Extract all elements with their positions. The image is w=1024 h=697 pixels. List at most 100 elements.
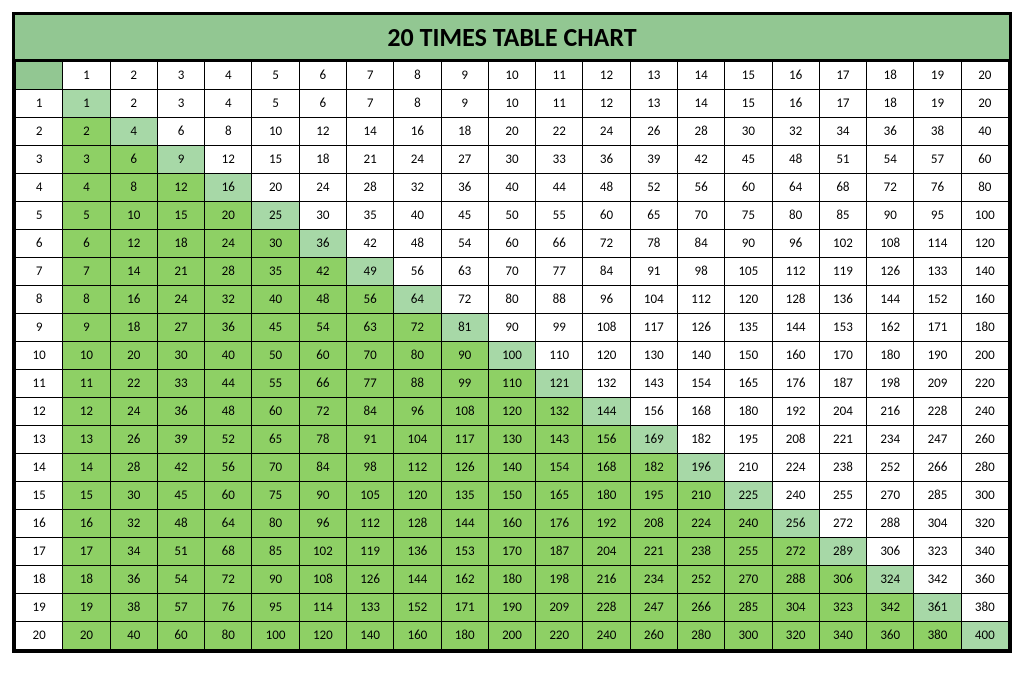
table-cell: 200	[961, 342, 1008, 370]
table-cell: 38	[110, 594, 157, 622]
table-cell: 180	[725, 398, 772, 426]
table-cell: 64	[772, 174, 819, 202]
table-cell: 84	[583, 258, 630, 286]
table-cell: 36	[157, 398, 204, 426]
table-cell: 28	[346, 174, 393, 202]
table-cell: 64	[205, 510, 252, 538]
table-cell: 104	[630, 286, 677, 314]
table-cell: 5	[252, 90, 299, 118]
corner-cell	[16, 62, 63, 90]
table-cell: 96	[772, 230, 819, 258]
table-cell: 26	[630, 118, 677, 146]
table-cell: 144	[441, 510, 488, 538]
table-cell: 380	[914, 622, 961, 650]
table-cell: 119	[819, 258, 866, 286]
table-cell: 260	[961, 426, 1008, 454]
row-header: 17	[16, 538, 63, 566]
table-cell: 110	[488, 370, 535, 398]
table-cell: 272	[819, 510, 866, 538]
table-cell: 136	[394, 538, 441, 566]
table-cell: 100	[961, 202, 1008, 230]
row-header: 19	[16, 594, 63, 622]
table-cell: 135	[441, 482, 488, 510]
table-cell: 150	[725, 342, 772, 370]
table-cell: 95	[914, 202, 961, 230]
table-cell: 36	[583, 146, 630, 174]
table-cell: 45	[441, 202, 488, 230]
table-cell: 34	[110, 538, 157, 566]
table-cell: 24	[205, 230, 252, 258]
table-cell: 210	[677, 482, 724, 510]
table-cell: 14	[63, 454, 110, 482]
table-cell: 17	[819, 90, 866, 118]
row-header: 2	[16, 118, 63, 146]
table-cell: 204	[819, 398, 866, 426]
table-cell: 76	[205, 594, 252, 622]
table-cell: 32	[205, 286, 252, 314]
table-cell: 4	[110, 118, 157, 146]
table-cell: 16	[110, 286, 157, 314]
table-cell: 120	[488, 398, 535, 426]
col-header: 19	[914, 62, 961, 90]
table-cell: 228	[583, 594, 630, 622]
table-cell: 20	[110, 342, 157, 370]
table-cell: 165	[725, 370, 772, 398]
table-cell: 320	[961, 510, 1008, 538]
table-cell: 6	[63, 230, 110, 258]
table-cell: 168	[583, 454, 630, 482]
table-cell: 84	[299, 454, 346, 482]
table-cell: 49	[346, 258, 393, 286]
multiplication-table: 1234567891011121314151617181920112345678…	[15, 61, 1009, 650]
table-cell: 14	[110, 258, 157, 286]
table-cell: 144	[583, 398, 630, 426]
table-cell: 30	[299, 202, 346, 230]
table-cell: 340	[819, 622, 866, 650]
table-cell: 136	[819, 286, 866, 314]
table-cell: 98	[677, 258, 724, 286]
table-cell: 128	[772, 286, 819, 314]
row-header: 12	[16, 398, 63, 426]
table-cell: 28	[677, 118, 724, 146]
table-cell: 45	[252, 314, 299, 342]
table-cell: 133	[914, 258, 961, 286]
table-cell: 320	[772, 622, 819, 650]
table-cell: 99	[441, 370, 488, 398]
table-cell: 156	[630, 398, 677, 426]
table-cell: 156	[583, 426, 630, 454]
table-cell: 16	[772, 90, 819, 118]
table-cell: 160	[394, 622, 441, 650]
table-cell: 24	[583, 118, 630, 146]
table-cell: 18	[63, 566, 110, 594]
table-cell: 152	[914, 286, 961, 314]
table-cell: 228	[914, 398, 961, 426]
table-cell: 45	[725, 146, 772, 174]
table-cell: 224	[772, 454, 819, 482]
table-cell: 190	[914, 342, 961, 370]
table-cell: 90	[299, 482, 346, 510]
table-cell: 255	[725, 538, 772, 566]
table-cell: 256	[772, 510, 819, 538]
table-cell: 180	[961, 314, 1008, 342]
table-cell: 120	[583, 342, 630, 370]
table-cell: 80	[205, 622, 252, 650]
table-cell: 42	[299, 258, 346, 286]
table-cell: 130	[630, 342, 677, 370]
table-cell: 144	[867, 286, 914, 314]
table-cell: 240	[725, 510, 772, 538]
table-cell: 96	[394, 398, 441, 426]
table-cell: 38	[914, 118, 961, 146]
table-cell: 240	[583, 622, 630, 650]
table-cell: 153	[441, 538, 488, 566]
table-cell: 13	[63, 426, 110, 454]
table-cell: 30	[488, 146, 535, 174]
table-cell: 54	[441, 230, 488, 258]
table-cell: 77	[346, 370, 393, 398]
table-cell: 208	[630, 510, 677, 538]
table-cell: 22	[110, 370, 157, 398]
table-cell: 238	[677, 538, 724, 566]
table-cell: 72	[583, 230, 630, 258]
table-cell: 247	[914, 426, 961, 454]
table-cell: 48	[205, 398, 252, 426]
table-cell: 80	[772, 202, 819, 230]
table-cell: 102	[819, 230, 866, 258]
